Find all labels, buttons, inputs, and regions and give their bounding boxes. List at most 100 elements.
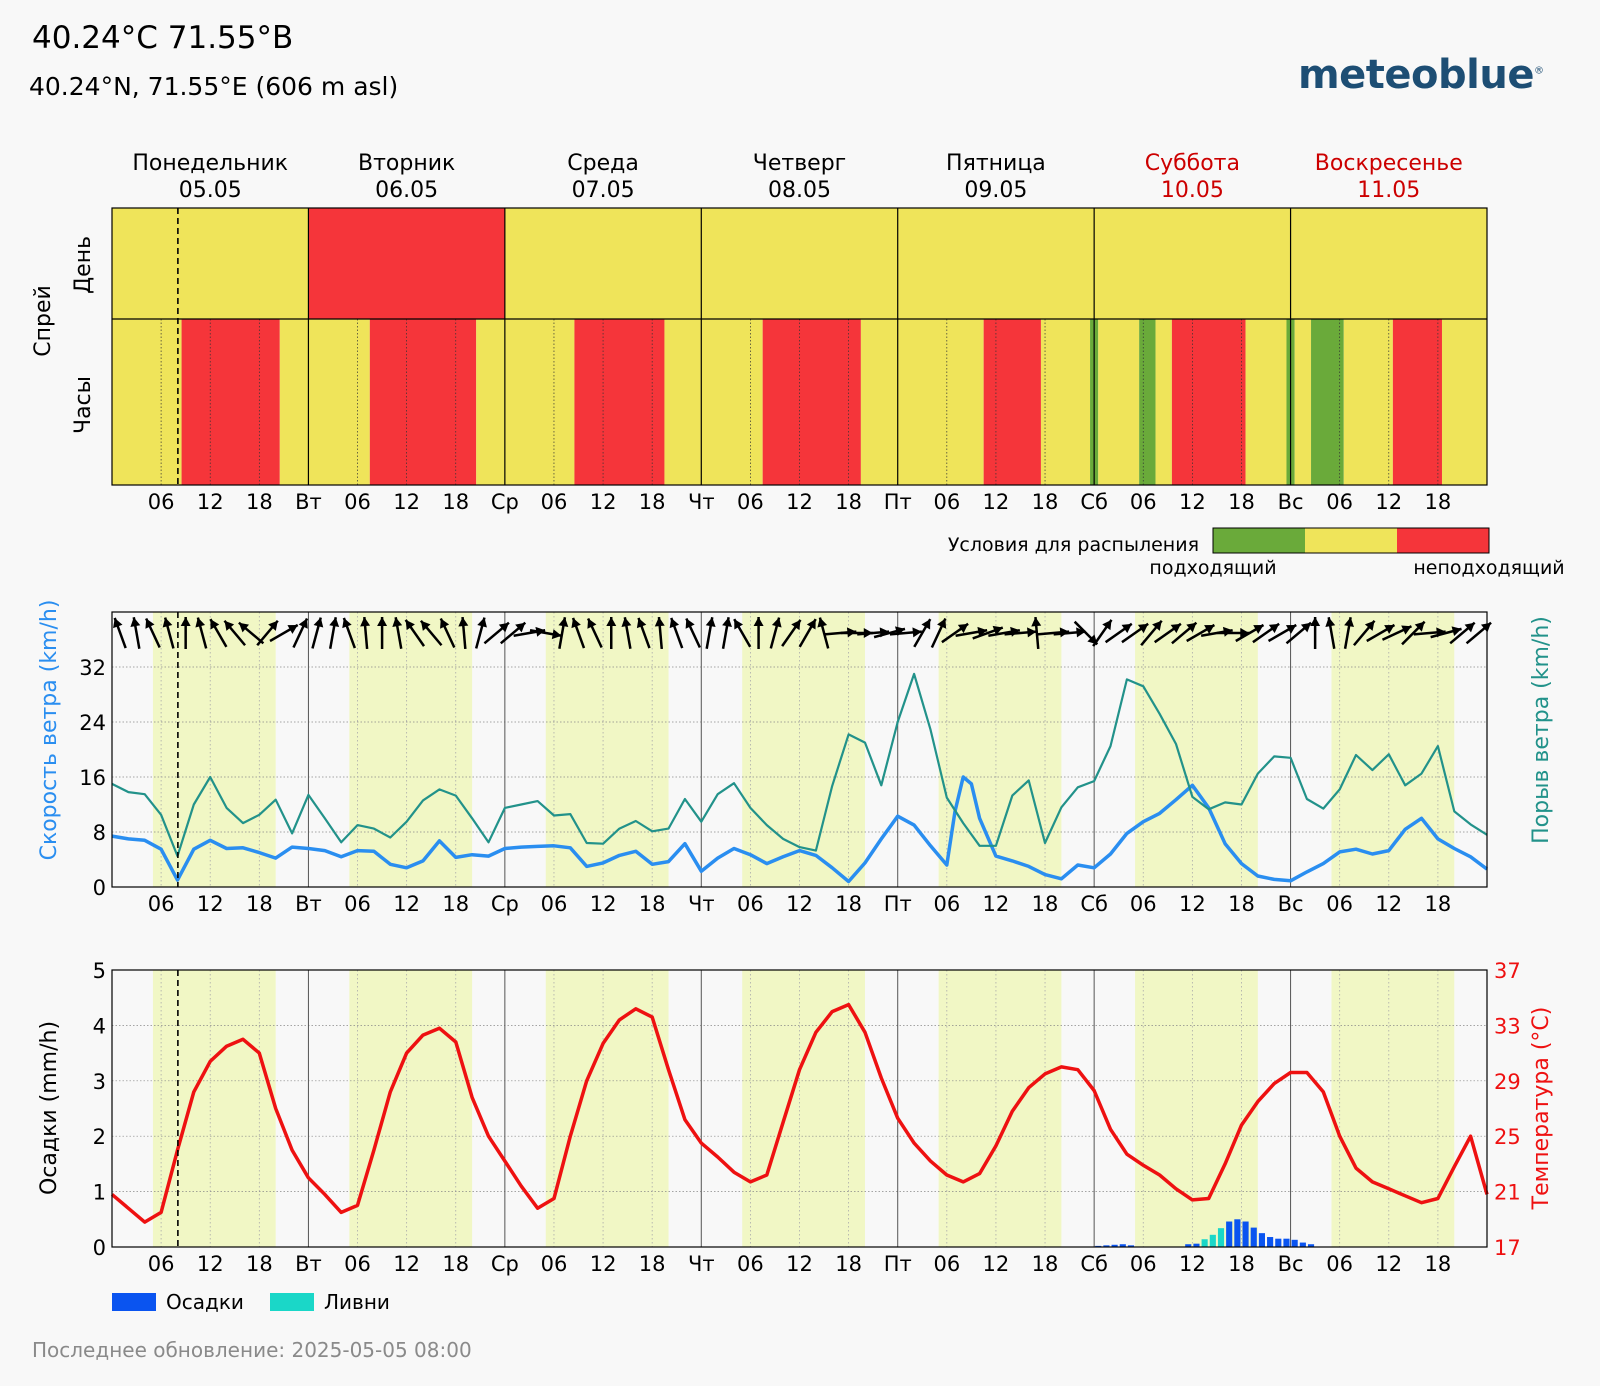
- hourly-spray-segment: [1343, 319, 1393, 485]
- temp-hour-tick: 12: [786, 1252, 813, 1276]
- hourly-spray-segment: [664, 319, 763, 485]
- wind-direction-arrow: [972, 625, 1004, 640]
- wind-direction-arrow: [1235, 623, 1265, 643]
- hourly-spray-segment: [1171, 319, 1246, 485]
- day-name-label: Четверг: [753, 151, 846, 176]
- logo-registered-mark: ®: [1534, 65, 1544, 77]
- wind-direction-arrow: [419, 619, 443, 647]
- temp-frame: [111, 969, 1488, 1248]
- wind-direction-arrow: [209, 618, 228, 648]
- temperature-y-tick: 33: [1494, 1014, 1521, 1038]
- wind-direction-arrow: [798, 618, 817, 648]
- precipitation-bar: [1127, 1245, 1135, 1247]
- wind-direction-arrow: [458, 616, 469, 650]
- temperature-y-tick: 25: [1494, 1125, 1521, 1149]
- wind-direction-arrow: [269, 623, 299, 643]
- daily-spray-cell: [1094, 208, 1291, 319]
- temp-hour-tick: 06: [1326, 1252, 1353, 1276]
- temp-daylight-band: [152, 970, 276, 1247]
- wind-hour-tick: 12: [786, 892, 813, 916]
- wind-direction-arrow: [439, 617, 456, 649]
- precipitation-bar: [1275, 1238, 1282, 1247]
- spray-hour-tick: 06: [344, 490, 371, 514]
- precipitation-bar: [1242, 1221, 1249, 1247]
- day-date-label: 06.05: [375, 178, 438, 203]
- spray-legend-swatch-unsuitable: [1397, 528, 1489, 553]
- spray-hour-tick: 12: [786, 490, 813, 514]
- wind-direction-arrow: [145, 617, 161, 649]
- wind-day-tick: Чт: [688, 892, 715, 916]
- wind-hour-tick: 06: [933, 892, 960, 916]
- hourly-spray-segment: [1441, 319, 1487, 485]
- temp-hour-tick: 06: [148, 1252, 175, 1276]
- wind-direction-arrow: [1104, 622, 1133, 644]
- wind-direction-arrow: [292, 617, 309, 649]
- spray-hour-tick: 06: [148, 490, 175, 514]
- spray-hour-tick: 06: [541, 490, 568, 514]
- spray-legend-swatch-marginal: [1305, 528, 1397, 553]
- spray-hour-tick: 12: [983, 490, 1010, 514]
- temp-hour-tick: 18: [1032, 1252, 1059, 1276]
- hourly-spray-segment: [1294, 319, 1312, 485]
- precipitation-legend-swatch: [112, 1293, 156, 1311]
- precipitation-bar: [1193, 1243, 1200, 1247]
- wind-direction-arrow: [955, 626, 988, 638]
- wind-y-tick: 16: [79, 766, 106, 790]
- wind-daylight-band: [1331, 612, 1455, 887]
- spray-hour-tick: 18: [1032, 490, 1059, 514]
- temp-hour-tick: 12: [590, 1252, 617, 1276]
- wind-y-tick: 8: [93, 821, 106, 845]
- spray-day-tick: Чт: [688, 490, 715, 514]
- wind-direction-arrow: [1140, 619, 1163, 647]
- wind-direction-arrow: [360, 616, 371, 650]
- wind-direction-arrow: [404, 619, 426, 647]
- wind-chart: 0 8 16 24 32 Скорость ветра (km/h) Порыв ветра…: [37, 600, 1554, 916]
- wind-gust-axis-label: Порыв ветра (km/h): [1529, 616, 1554, 844]
- wind-direction-arrow: [606, 617, 617, 649]
- wind-speed-axis-label: Скорость ветра (km/h): [37, 600, 62, 861]
- temp-hour-tick: 12: [1375, 1252, 1402, 1276]
- spray-hour-tick: 12: [393, 490, 420, 514]
- wind-direction-arrow: [558, 617, 569, 649]
- spray-hour-tick: 18: [1425, 490, 1452, 514]
- spray-hour-tick: 12: [590, 490, 617, 514]
- spray-legend-low-label: подходящий: [1149, 557, 1276, 579]
- spray-legend-high-label: неподходящий: [1413, 557, 1564, 579]
- precipitation-bar: [1258, 1233, 1265, 1247]
- meteoblue-logo[interactable]: meteoblue®: [1298, 52, 1544, 98]
- wind-hour-tick: 18: [1032, 892, 1059, 916]
- day-name-label: Вторник: [358, 151, 455, 176]
- hourly-spray-segment: [1311, 319, 1344, 485]
- wind-direction-arrow: [913, 618, 932, 648]
- wind-day-tick: Ср: [491, 892, 519, 916]
- day-name-label: Среда: [567, 151, 639, 176]
- wind-hour-tick: 06: [148, 892, 175, 916]
- spray-day-tick: Вс: [1278, 490, 1304, 514]
- wind-direction-arrow: [130, 617, 141, 649]
- wind-direction-arrow: [1217, 628, 1250, 638]
- wind-direction-arrow: [621, 617, 632, 649]
- day-date-label: 08.05: [768, 178, 831, 203]
- temp-daylight-band: [742, 970, 865, 1247]
- temp-day-tick: Вс: [1278, 1252, 1304, 1276]
- wind-daylight-band: [938, 612, 1062, 887]
- hourly-spray-segment: [860, 319, 984, 485]
- spray-hour-tick: 18: [639, 490, 666, 514]
- temp-hour-tick: 18: [835, 1252, 862, 1276]
- wind-direction-arrow: [1121, 622, 1149, 644]
- temperature-y-tick: 37: [1494, 959, 1521, 983]
- temp-hour-tick: 06: [933, 1252, 960, 1276]
- temp-hour-tick: 18: [639, 1252, 666, 1276]
- wind-direction-arrow: [1153, 622, 1182, 644]
- wind-daylight-band: [1135, 612, 1258, 887]
- day-name-label: Пятница: [946, 151, 1046, 176]
- wind-day-tick: Вт: [295, 892, 322, 916]
- hourly-spray-segment: [112, 319, 182, 485]
- wind-direction-arrow: [1352, 619, 1376, 647]
- wind-hour-tick: 18: [1425, 892, 1452, 916]
- wind-direction-arrow: [685, 617, 701, 649]
- wind-direction-arrow: [1449, 621, 1476, 645]
- wind-hour-tick: 18: [442, 892, 469, 916]
- wind-hour-tick: 18: [1228, 892, 1255, 916]
